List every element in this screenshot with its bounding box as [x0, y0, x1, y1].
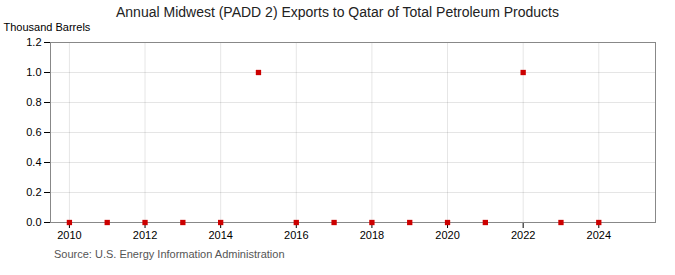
- svg-text:2018: 2018: [360, 229, 384, 241]
- svg-text:2012: 2012: [133, 229, 157, 241]
- svg-text:2016: 2016: [284, 229, 308, 241]
- html-text:Annual Midwest (PADD 2) Export: Annual Midwest (PADD 2) Exports to Qatar…: [116, 4, 559, 20]
- svg-text:0.2: 0.2: [26, 186, 41, 198]
- svg-text:0.4: 0.4: [26, 156, 41, 168]
- svg-text:0.0: 0.0: [26, 216, 41, 228]
- svg-text:1.2: 1.2: [26, 36, 41, 48]
- html-text:Source: U.S. Energy Informatio: Source: U.S. Energy Information Administ…: [54, 248, 285, 260]
- svg-text:2024: 2024: [587, 229, 611, 241]
- svg-text:Thousand Barrels: Thousand Barrels: [4, 21, 91, 33]
- svg-text:1.0: 1.0: [26, 66, 41, 78]
- svg-text:2014: 2014: [208, 229, 232, 241]
- svg-text:0.6: 0.6: [26, 126, 41, 138]
- svg-text:2020: 2020: [435, 229, 459, 241]
- svg-text:2010: 2010: [57, 229, 81, 241]
- svg-text:0.8: 0.8: [26, 96, 41, 108]
- svg-text:2022: 2022: [511, 229, 535, 241]
